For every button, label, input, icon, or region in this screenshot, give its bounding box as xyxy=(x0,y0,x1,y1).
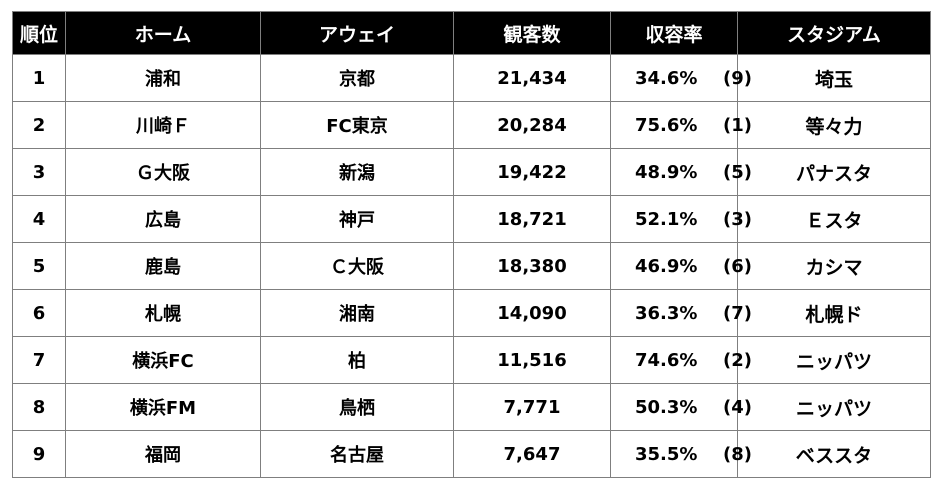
header-stadium: スタジアム xyxy=(737,11,931,55)
attendance-table-container: 順位 ホーム アウェイ 観客数 収容率 スタジアム 1 浦和 京都 21,434… xyxy=(12,11,931,478)
cell-stadium: Ｅスタ xyxy=(737,195,931,243)
cell-capacity-rate: 36.3% (7) xyxy=(610,289,752,337)
table-row: 4 広島 神戸 18,721 52.1% (3) Ｅスタ xyxy=(12,195,931,243)
cell-away: 鳥栖 xyxy=(260,383,454,431)
rate-value: 36.3% xyxy=(635,302,698,324)
cell-away: FC東京 xyxy=(260,101,454,149)
cell-stadium: ベススタ xyxy=(737,430,931,478)
header-attendance: 観客数 xyxy=(453,11,611,55)
cell-attendance: 21,434 xyxy=(453,54,611,102)
cell-capacity-rate: 46.9% (6) xyxy=(610,242,752,290)
cell-capacity-rate: 52.1% (3) xyxy=(610,195,752,243)
cell-stadium: ニッパツ xyxy=(737,383,931,431)
rate-rank: (4) xyxy=(723,396,752,418)
header-home: ホーム xyxy=(65,11,261,55)
cell-away: 湘南 xyxy=(260,289,454,337)
cell-rank: 8 xyxy=(12,383,66,431)
cell-rank: 2 xyxy=(12,101,66,149)
cell-rank: 5 xyxy=(12,242,66,290)
rate-rank: (1) xyxy=(723,114,752,136)
cell-attendance: 14,090 xyxy=(453,289,611,337)
table-row: 3 Ｇ大阪 新潟 19,422 48.9% (5) パナスタ xyxy=(12,148,931,196)
cell-rank: 4 xyxy=(12,195,66,243)
cell-rank: 3 xyxy=(12,148,66,196)
rate-value: 52.1% xyxy=(635,208,698,230)
cell-rank: 6 xyxy=(12,289,66,337)
table-row: 6 札幌 湘南 14,090 36.3% (7) 札幌ド xyxy=(12,289,931,337)
table-row: 7 横浜FC 柏 11,516 74.6% (2) ニッパツ xyxy=(12,336,931,384)
table-row: 9 福岡 名古屋 7,647 35.5% (8) ベススタ xyxy=(12,430,931,478)
rate-rank: (7) xyxy=(723,302,752,324)
header-capacity-rate: 収容率 xyxy=(610,11,738,55)
cell-rank: 7 xyxy=(12,336,66,384)
rate-rank: (9) xyxy=(723,67,752,89)
cell-away: 神戸 xyxy=(260,195,454,243)
table-row: 1 浦和 京都 21,434 34.6% (9) 埼玉 xyxy=(12,54,931,102)
table-row: 8 横浜FM 鳥栖 7,771 50.3% (4) ニッパツ xyxy=(12,383,931,431)
cell-home: 札幌 xyxy=(65,289,261,337)
cell-home: 広島 xyxy=(65,195,261,243)
header-row: 順位 ホーム アウェイ 観客数 収容率 スタジアム xyxy=(12,11,931,55)
cell-rank: 1 xyxy=(12,54,66,102)
cell-home: 川崎Ｆ xyxy=(65,101,261,149)
rate-value: 50.3% xyxy=(635,396,698,418)
header-rank: 順位 xyxy=(12,11,66,55)
cell-away: 京都 xyxy=(260,54,454,102)
attendance-table: 順位 ホーム アウェイ 観客数 収容率 スタジアム 1 浦和 京都 21,434… xyxy=(12,11,931,478)
cell-capacity-rate: 74.6% (2) xyxy=(610,336,752,384)
header-away: アウェイ xyxy=(260,11,454,55)
rate-rank: (3) xyxy=(723,208,752,230)
rate-value: 48.9% xyxy=(635,161,698,183)
cell-capacity-rate: 75.6% (1) xyxy=(610,101,752,149)
cell-attendance: 19,422 xyxy=(453,148,611,196)
cell-away: 柏 xyxy=(260,336,454,384)
cell-home: 横浜FM xyxy=(65,383,261,431)
rate-rank: (8) xyxy=(723,443,752,465)
cell-stadium: 等々力 xyxy=(737,101,931,149)
cell-capacity-rate: 48.9% (5) xyxy=(610,148,752,196)
cell-attendance: 7,771 xyxy=(453,383,611,431)
rate-value: 34.6% xyxy=(635,67,698,89)
cell-attendance: 18,380 xyxy=(453,242,611,290)
cell-home: 浦和 xyxy=(65,54,261,102)
cell-attendance: 18,721 xyxy=(453,195,611,243)
cell-stadium: 札幌ド xyxy=(737,289,931,337)
cell-stadium: ニッパツ xyxy=(737,336,931,384)
cell-away: 新潟 xyxy=(260,148,454,196)
table-row: 2 川崎Ｆ FC東京 20,284 75.6% (1) 等々力 xyxy=(12,101,931,149)
rate-rank: (2) xyxy=(723,349,752,371)
cell-capacity-rate: 35.5% (8) xyxy=(610,430,752,478)
cell-home: 福岡 xyxy=(65,430,261,478)
cell-home: 横浜FC xyxy=(65,336,261,384)
cell-home: 鹿島 xyxy=(65,242,261,290)
cell-away: 名古屋 xyxy=(260,430,454,478)
cell-rank: 9 xyxy=(12,430,66,478)
rate-rank: (6) xyxy=(723,255,752,277)
rate-value: 46.9% xyxy=(635,255,698,277)
cell-attendance: 20,284 xyxy=(453,101,611,149)
cell-away: Ｃ大阪 xyxy=(260,242,454,290)
rate-value: 75.6% xyxy=(635,114,698,136)
rate-rank: (5) xyxy=(723,161,752,183)
cell-capacity-rate: 34.6% (9) xyxy=(610,54,752,102)
cell-stadium: 埼玉 xyxy=(737,54,931,102)
rate-value: 74.6% xyxy=(635,349,698,371)
cell-attendance: 11,516 xyxy=(453,336,611,384)
cell-attendance: 7,647 xyxy=(453,430,611,478)
cell-stadium: カシマ xyxy=(737,242,931,290)
cell-capacity-rate: 50.3% (4) xyxy=(610,383,752,431)
table-row: 5 鹿島 Ｃ大阪 18,380 46.9% (6) カシマ xyxy=(12,242,931,290)
rate-value: 35.5% xyxy=(635,443,698,465)
cell-home: Ｇ大阪 xyxy=(65,148,261,196)
cell-stadium: パナスタ xyxy=(737,148,931,196)
